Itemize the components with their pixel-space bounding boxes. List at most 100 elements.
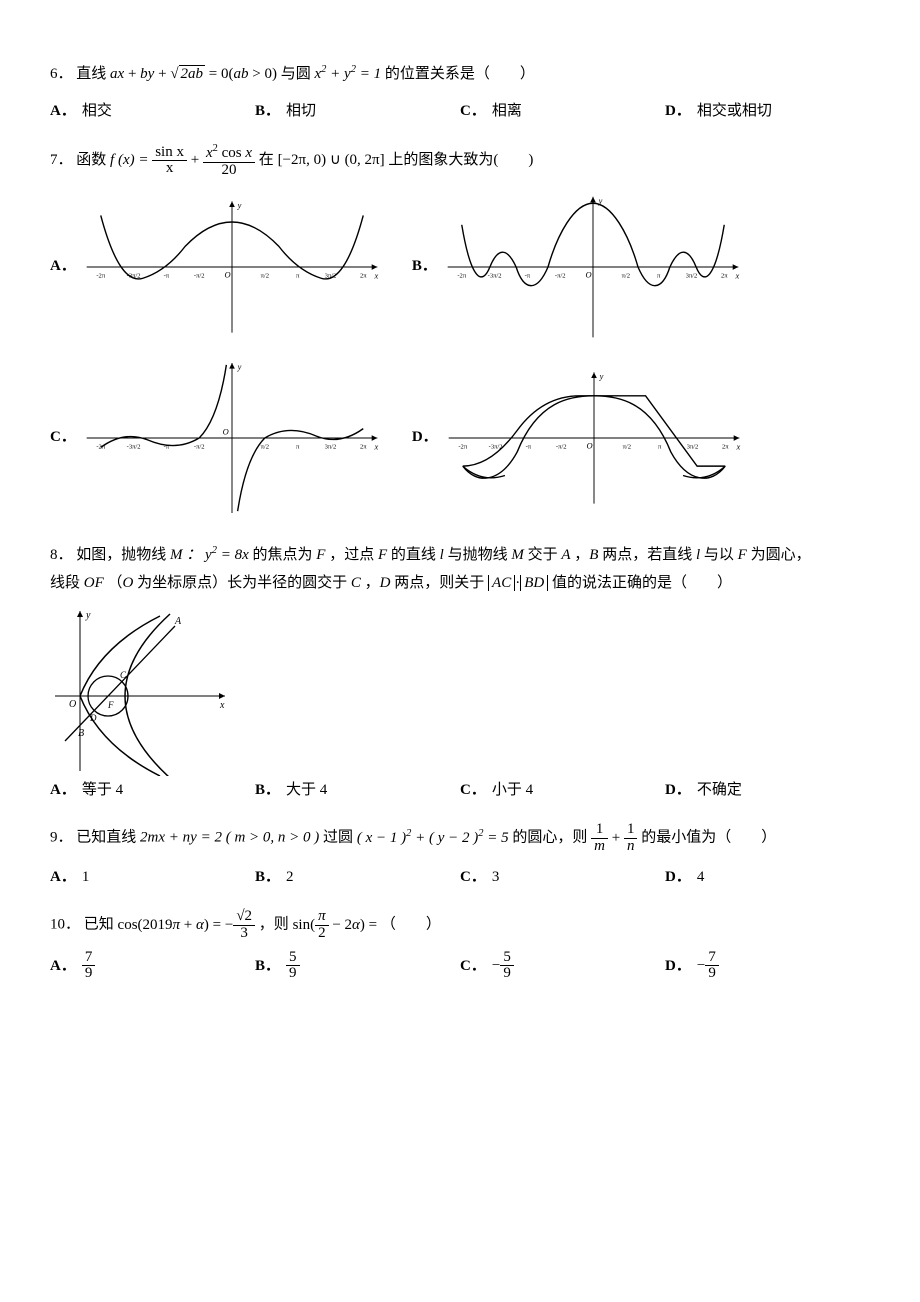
l: C． (460, 776, 486, 805)
t: + (191, 152, 203, 168)
q7-label-c: C． (50, 423, 76, 452)
t: > 0) (249, 66, 277, 82)
t: （ ） (381, 917, 441, 933)
d: 20 (203, 163, 255, 179)
svg-text:π/2: π/2 (260, 443, 268, 450)
q10-opt-a: A．79 (50, 950, 255, 983)
svg-text:2π: 2π (721, 272, 728, 279)
svg-text:x: x (373, 270, 378, 280)
t: 2 (286, 863, 294, 892)
q10-options: A．79 B．59 C．−59 D． − 7 9 (50, 950, 870, 983)
svg-text:π: π (296, 443, 300, 450)
lbl: A． (50, 97, 76, 126)
q8-opt-a: A．等于 4 (50, 776, 255, 805)
svg-text:-3π/2: -3π/2 (487, 272, 501, 279)
q7-text-c: 上的图象大致为( ) (388, 152, 533, 168)
q7-stem: 7． 函数 f (x) = sin xx + x2 cos x20 在 [−2π… (50, 143, 870, 179)
t: D (380, 575, 391, 591)
t: 过圆 (323, 830, 357, 846)
q10-opt-c: C．−59 (460, 950, 665, 983)
q9-num: 9． (50, 830, 73, 846)
n: 5 (500, 950, 514, 967)
t: 已知直线 (76, 830, 140, 846)
q6-expr2: x2 + y2 = 1 (315, 66, 382, 82)
svg-text:O: O (585, 269, 591, 279)
txt: 相交 (82, 97, 112, 126)
n: sin x (152, 145, 187, 162)
q9-opt-d: D．4 (665, 863, 870, 892)
q9-opt-b: B．2 (255, 863, 460, 892)
q6-stem: 6． 直线 ax + by + 2ab = 0(ab > 0) 与圆 x2 + … (50, 60, 870, 89)
svg-text:2π: 2π (722, 443, 729, 450)
t: C (351, 575, 361, 591)
svg-text:y: y (236, 361, 241, 371)
t: 4 (697, 863, 705, 892)
svg-text:2π: 2π (360, 272, 367, 279)
q7-domain: [−2π, 0) ∪ (0, 2π] (278, 152, 385, 168)
t: ， (571, 547, 590, 563)
svg-text:3π/2: 3π/2 (686, 443, 698, 450)
svg-text:-π: -π (163, 272, 169, 279)
t: + (612, 830, 624, 846)
t: A (561, 547, 570, 563)
t: 值的说法正确的是（ ） (552, 575, 732, 591)
t: 两点，则关于 (394, 575, 488, 591)
t: 不确定 (697, 776, 742, 805)
l: D． (665, 863, 691, 892)
t: 的焦点为 (253, 547, 317, 563)
q9-eq2: ( x − 1 )2 + ( y − 2 )2 = 5 (357, 830, 509, 846)
q7-label-b: B． (412, 252, 437, 281)
t: l (440, 547, 444, 563)
t: 大于 4 (286, 776, 327, 805)
d: 3 (233, 926, 255, 942)
t: F (738, 547, 747, 563)
q10-opt-b: B．59 (255, 950, 460, 983)
q7-row-ab: A． xy O -2π-3π/2-π-π/2 π/2π3π/22π B． xy … (50, 187, 870, 347)
t: 已知 (84, 917, 118, 933)
q10-sin: sin(π2 − 2α) = (293, 917, 378, 933)
svg-text:x: x (734, 270, 739, 280)
q8-num: 8． (50, 547, 73, 563)
svg-text:π: π (658, 443, 662, 450)
t: = 0( (205, 66, 233, 82)
txt: 相离 (492, 97, 522, 126)
t: 交于 (528, 547, 562, 563)
t: 两点，若直线 (602, 547, 696, 563)
l: B． (255, 776, 280, 805)
sqrt: 2ab (170, 60, 205, 89)
s: − (492, 957, 500, 973)
l: A． (50, 952, 76, 981)
svg-text:y: y (236, 199, 241, 209)
q8-opt-c: C．小于 4 (460, 776, 665, 805)
q7-label-a: A． (50, 252, 76, 281)
n: 1 (624, 822, 638, 839)
t: ，则 (259, 917, 293, 933)
svg-text:-3π/2: -3π/2 (126, 443, 140, 450)
n: 7 (705, 950, 719, 967)
q7-graph-c: xy O -2π-3π/2-π-π/2 π/2π3π/22π (82, 353, 382, 523)
txt: 相切 (286, 97, 316, 126)
txt: 相交或相切 (697, 97, 772, 126)
q8-figure: x y O F A B C D (50, 606, 230, 776)
d: 9 (286, 966, 300, 982)
q7-label-d: D． (412, 423, 438, 452)
t: 3 (492, 863, 500, 892)
t: F (316, 547, 325, 563)
q8-stem: 8． 如图，抛物线 M ： y2 = 8x 的焦点为 F ，过点 F 的直线 l… (50, 541, 870, 598)
n: 1 (591, 822, 608, 839)
q10-cos: cos(2019π + α) = −√23 (118, 917, 256, 933)
svg-text:O: O (224, 269, 230, 279)
t: 为圆心， (751, 547, 811, 563)
lbl: B． (255, 97, 280, 126)
t: F (378, 547, 387, 563)
q6-options: A．相交 B．相切 C．相离 D．相交或相切 (50, 97, 870, 126)
t: ，过点 (329, 547, 378, 563)
l: D． (665, 952, 691, 981)
q6-opt-d: D．相交或相切 (665, 97, 870, 126)
q10-num: 10． (50, 917, 80, 933)
q7-graph-b: xy O -2π-3π/2-π-π/2 π/2π3π/22π (443, 187, 743, 347)
svg-text:x: x (373, 441, 378, 451)
svg-text:π/2: π/2 (621, 272, 629, 279)
q8-opt-b: B．大于 4 (255, 776, 460, 805)
d: 9 (500, 966, 514, 982)
